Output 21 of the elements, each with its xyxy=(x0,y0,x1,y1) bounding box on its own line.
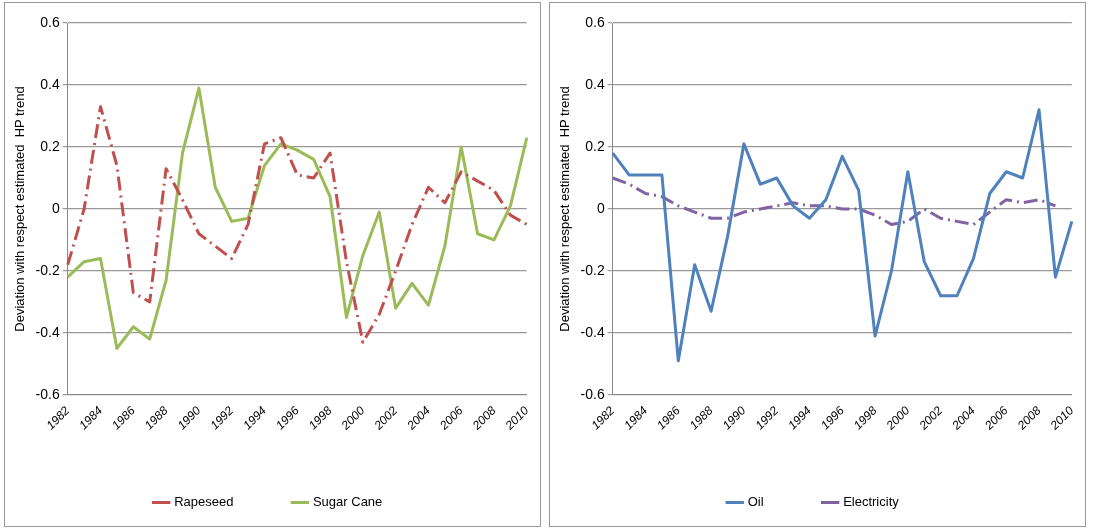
y-tick-label: -0.2 xyxy=(580,261,605,278)
y-tick-label: -0.4 xyxy=(35,323,60,340)
y-tick-label: -0.6 xyxy=(580,385,605,402)
line-series xyxy=(611,176,1057,226)
y-tick-label: 0.4 xyxy=(585,75,605,92)
y-tick-label: 0.6 xyxy=(585,13,605,30)
legend-label: Sugar Cane xyxy=(312,494,383,510)
legend-label: Electricity xyxy=(843,494,900,510)
legend-label: Oil xyxy=(747,494,764,510)
y-tick-label: -0.6 xyxy=(35,385,60,402)
y-tick-label: 0.4 xyxy=(40,75,60,92)
y-tick-label: 0 xyxy=(596,199,605,216)
y-tick-label: 0 xyxy=(51,199,60,216)
y-tick-label: 0.6 xyxy=(40,13,60,30)
y-tick-label: -0.4 xyxy=(580,323,605,340)
y-axis-title: Deviation with respect estimated HP trend xyxy=(12,86,28,332)
y-tick-label: 0.2 xyxy=(40,137,60,154)
y-tick-label: 0.2 xyxy=(585,137,605,154)
y-axis-title: Deviation with respect estimated HP trend xyxy=(557,86,573,332)
legend-label: Rapeseed xyxy=(174,494,234,510)
y-tick-label: -0.2 xyxy=(35,261,60,278)
